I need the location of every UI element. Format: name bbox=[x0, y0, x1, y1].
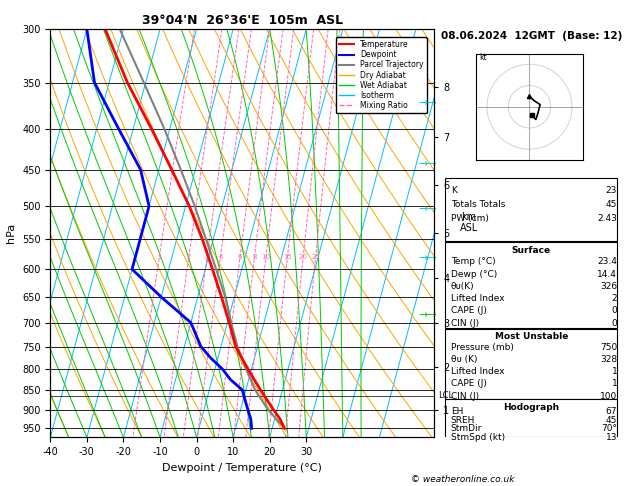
Text: Totals Totals: Totals Totals bbox=[451, 200, 505, 209]
Text: Most Unstable: Most Unstable bbox=[494, 332, 568, 341]
Text: Lifted Index: Lifted Index bbox=[451, 294, 504, 303]
Text: 0: 0 bbox=[611, 319, 617, 328]
Text: CIN (J): CIN (J) bbox=[451, 392, 479, 400]
Text: →→: →→ bbox=[418, 253, 437, 263]
Text: 20: 20 bbox=[299, 255, 308, 260]
Text: CIN (J): CIN (J) bbox=[451, 319, 479, 328]
Title: 39°04'N  26°36'E  105m  ASL: 39°04'N 26°36'E 105m ASL bbox=[142, 14, 343, 27]
Text: 1: 1 bbox=[611, 380, 617, 388]
Text: 1: 1 bbox=[157, 255, 162, 260]
Text: 328: 328 bbox=[600, 355, 617, 364]
Text: K: K bbox=[451, 186, 457, 195]
Text: StmDir: StmDir bbox=[451, 424, 482, 434]
Text: CAPE (J): CAPE (J) bbox=[451, 306, 487, 315]
Text: 0: 0 bbox=[611, 306, 617, 315]
Text: kt: kt bbox=[479, 53, 487, 62]
Text: θᴜ(K): θᴜ(K) bbox=[451, 282, 474, 291]
Text: 23: 23 bbox=[606, 186, 617, 195]
Text: Dewp (°C): Dewp (°C) bbox=[451, 270, 497, 278]
Text: 13: 13 bbox=[606, 433, 617, 442]
Text: 45: 45 bbox=[606, 200, 617, 209]
Text: PW (cm): PW (cm) bbox=[451, 214, 489, 224]
Text: 2: 2 bbox=[187, 255, 191, 260]
Text: →→: →→ bbox=[418, 204, 437, 214]
Text: Hodograph: Hodograph bbox=[503, 403, 559, 412]
Text: 70°: 70° bbox=[601, 424, 617, 434]
Text: Lifted Index: Lifted Index bbox=[451, 367, 504, 376]
Text: →→: →→ bbox=[418, 310, 437, 320]
FancyBboxPatch shape bbox=[445, 399, 617, 437]
Text: 2.43: 2.43 bbox=[598, 214, 617, 224]
FancyBboxPatch shape bbox=[445, 178, 617, 242]
Text: 45: 45 bbox=[606, 416, 617, 425]
Text: StmSpd (kt): StmSpd (kt) bbox=[451, 433, 505, 442]
Text: EH: EH bbox=[451, 407, 463, 416]
Text: 25: 25 bbox=[311, 255, 320, 260]
Text: →→: →→ bbox=[418, 98, 437, 107]
Text: Temp (°C): Temp (°C) bbox=[451, 258, 496, 266]
Text: →→: →→ bbox=[418, 159, 437, 169]
Text: 15: 15 bbox=[283, 255, 292, 260]
Text: 8: 8 bbox=[252, 255, 257, 260]
Text: 1: 1 bbox=[611, 367, 617, 376]
Text: 100: 100 bbox=[600, 392, 617, 400]
Text: 08.06.2024  12GMT  (Base: 12): 08.06.2024 12GMT (Base: 12) bbox=[441, 31, 622, 41]
Text: Surface: Surface bbox=[512, 245, 551, 255]
X-axis label: Dewpoint / Temperature (°C): Dewpoint / Temperature (°C) bbox=[162, 463, 322, 473]
Text: 2: 2 bbox=[611, 294, 617, 303]
Text: 3: 3 bbox=[204, 255, 209, 260]
Text: 10: 10 bbox=[262, 255, 270, 260]
Text: 23.4: 23.4 bbox=[598, 258, 617, 266]
Text: 67: 67 bbox=[606, 407, 617, 416]
Text: 14.4: 14.4 bbox=[598, 270, 617, 278]
Text: CAPE (J): CAPE (J) bbox=[451, 380, 487, 388]
Text: 6: 6 bbox=[238, 255, 242, 260]
Text: 4: 4 bbox=[218, 255, 223, 260]
FancyBboxPatch shape bbox=[445, 242, 617, 328]
Text: LCL: LCL bbox=[438, 391, 454, 400]
Y-axis label: km
ASL: km ASL bbox=[460, 212, 478, 233]
Y-axis label: hPa: hPa bbox=[6, 223, 16, 243]
Text: © weatheronline.co.uk: © weatheronline.co.uk bbox=[411, 474, 514, 484]
FancyBboxPatch shape bbox=[445, 329, 617, 399]
Text: 750: 750 bbox=[600, 343, 617, 352]
Legend: Temperature, Dewpoint, Parcel Trajectory, Dry Adiabat, Wet Adiabat, Isotherm, Mi: Temperature, Dewpoint, Parcel Trajectory… bbox=[335, 37, 426, 113]
Text: Pressure (mb): Pressure (mb) bbox=[451, 343, 514, 352]
Text: SREH: SREH bbox=[451, 416, 476, 425]
Text: 326: 326 bbox=[600, 282, 617, 291]
Text: θᴜ (K): θᴜ (K) bbox=[451, 355, 477, 364]
